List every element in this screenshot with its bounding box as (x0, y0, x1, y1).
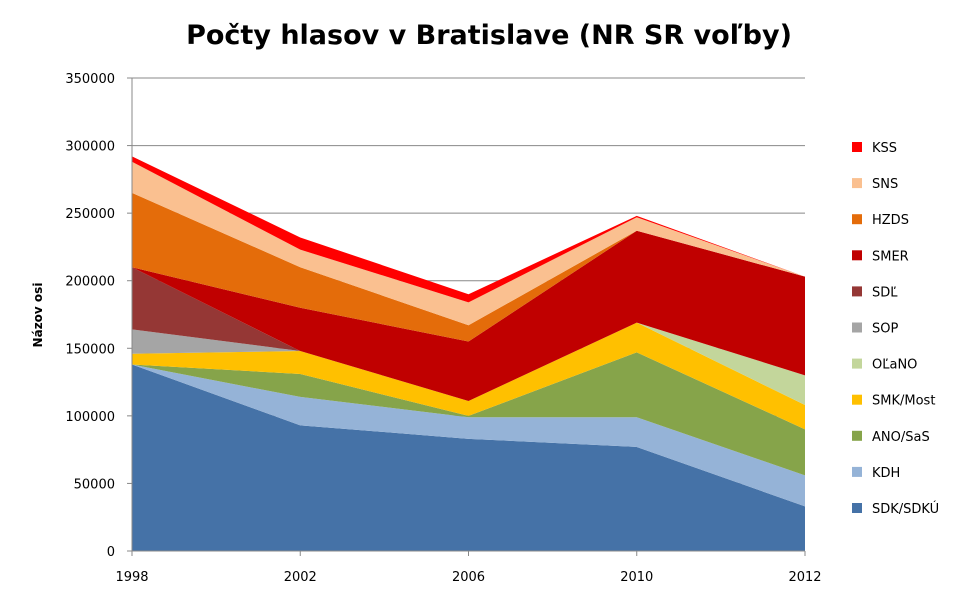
legend-label: SMK/Most (872, 394, 935, 409)
legend-label: SDK/SDKÚ (872, 501, 939, 517)
axes (127, 77, 806, 556)
legend-swatch (852, 142, 862, 152)
area-series-10 (132, 156, 805, 303)
area-series-0 (132, 364, 805, 551)
y-tick-label: 250000 (65, 207, 115, 222)
area-series-3 (132, 322, 805, 430)
x-tick-label: 2012 (788, 570, 821, 585)
area-series-1 (132, 364, 805, 507)
y-axis-label: Názov osi (31, 283, 45, 348)
legend-label: KDH (872, 466, 900, 481)
legend-swatch (852, 214, 862, 225)
x-tick-label: 2010 (620, 570, 653, 585)
x-tick-label: 1998 (115, 570, 148, 585)
legend-swatch (852, 394, 862, 405)
y-tick-labels: 0 50000 100000 150000 200000 250000 300000 3500… (65, 72, 115, 560)
x-tick-label: 2006 (452, 570, 485, 585)
legend-swatch (852, 322, 862, 333)
x-tick-label: 2002 (284, 570, 317, 585)
chart-title: Počty hlasov v Bratislave (NR SR voľby) (186, 20, 792, 51)
legend-label: ANO/SaS (872, 430, 930, 445)
area-series-2 (132, 352, 805, 476)
y-tick-label: 350000 (65, 72, 115, 87)
y-tick-label: 50000 (74, 477, 115, 492)
legend-swatch (852, 178, 862, 189)
y-tick-label: 100000 (65, 410, 115, 425)
legend-label: SMER (872, 249, 909, 264)
x-tick-labels: 1998 2002 2006 2010 2012 (115, 570, 821, 585)
legend-label: SNS (872, 177, 898, 192)
legend-label: SDĽ (872, 285, 898, 300)
legend-swatch (852, 430, 862, 441)
legend-label: OĽaNO (872, 358, 917, 373)
y-tick-label: 150000 (65, 342, 115, 357)
area-series-9 (132, 161, 805, 326)
legend-swatch (852, 286, 862, 297)
legend-swatch (852, 503, 862, 513)
legend-swatch (852, 250, 862, 261)
legend-swatch (852, 358, 862, 369)
legend-label: SOP (872, 322, 898, 337)
area-series-7 (132, 230, 805, 401)
legend-label: HZDS (872, 213, 909, 228)
area-series-8 (132, 192, 805, 342)
legend: KSS SNS HZDS SMER SDĽ SOP OĽaNO SMK/Most ANO/SaS… (852, 141, 939, 517)
y-tick-label: 200000 (65, 275, 115, 290)
legend-swatch (852, 466, 862, 477)
y-tick-label: 300000 (65, 140, 115, 155)
plot-areas (132, 156, 805, 551)
legend-label: KSS (872, 141, 897, 156)
y-tick-label: 0 (107, 545, 115, 560)
